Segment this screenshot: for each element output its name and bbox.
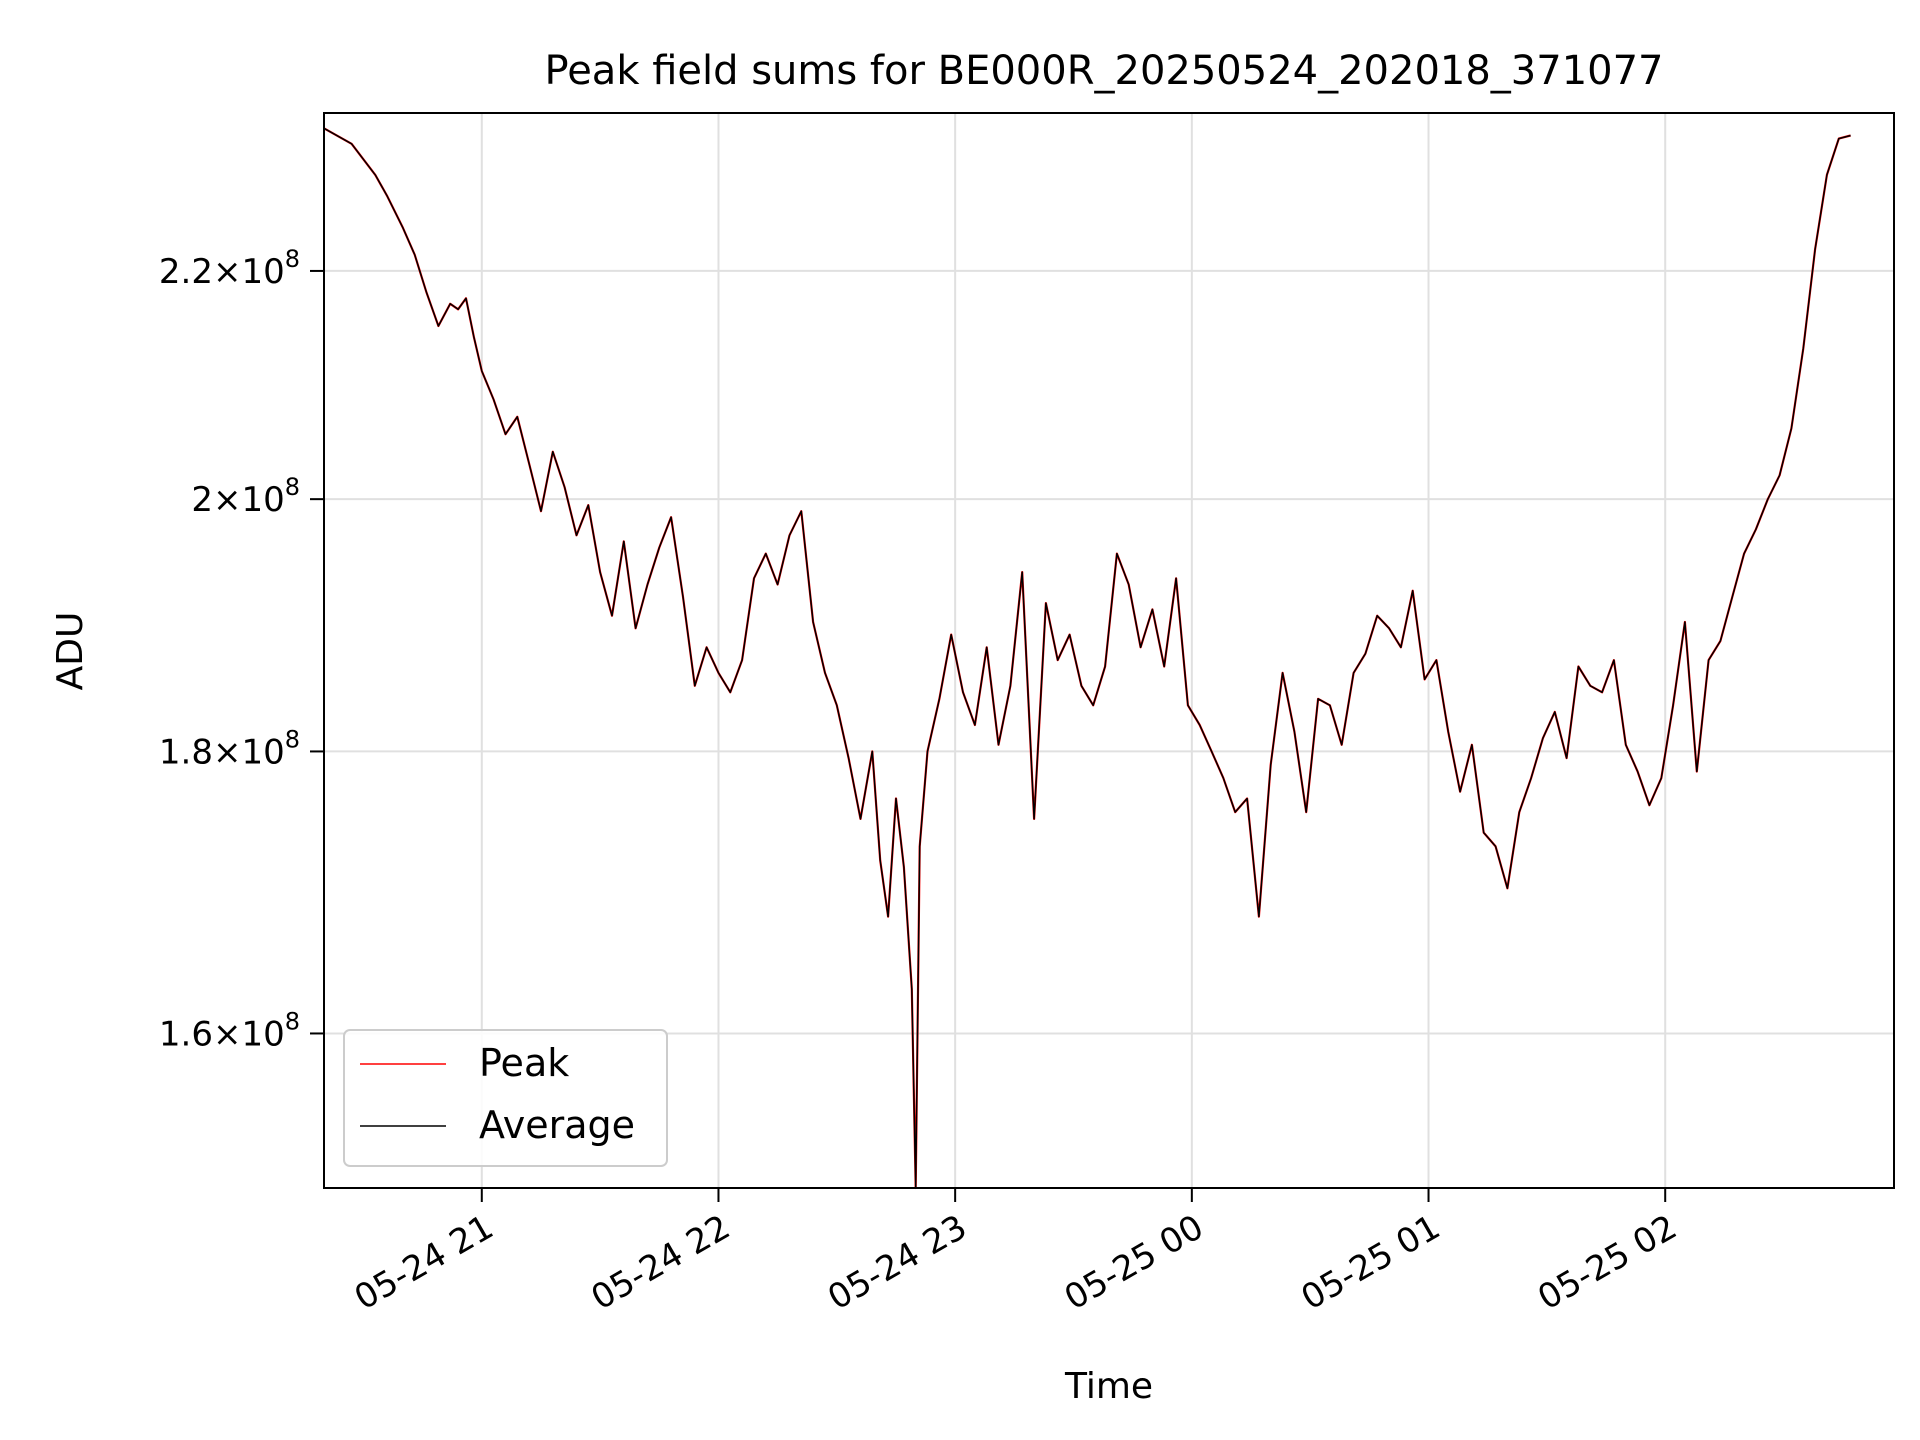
legend-label-average: Average <box>479 1103 635 1147</box>
chart-title: Peak field sums for BE000R_20250524_2020… <box>545 48 1664 94</box>
series-lines <box>323 127 1851 1190</box>
x-axis-label: Time <box>1064 1366 1153 1407</box>
x-tick-label-3: 05-25 00 <box>1058 1207 1210 1318</box>
x-axis-ticks: 05-24 21 05-24 22 05-24 23 05-25 00 05-25 01… <box>348 1188 1684 1318</box>
series-line-average <box>323 127 1851 1189</box>
plot-frame <box>323 112 1895 1189</box>
x-tick-label-4: 05-25 01 <box>1295 1207 1447 1318</box>
y-axis-label: ADU <box>50 612 91 691</box>
y-tick-label-2: 2×108 <box>191 473 300 520</box>
y-tick-label-3: 2.2×108 <box>159 245 300 292</box>
legend: Peak Average <box>343 1029 668 1167</box>
x-tick-label-0: 05-24 21 <box>348 1207 500 1318</box>
grid <box>324 113 1894 1188</box>
y-tick-label-1: 1.8×108 <box>159 725 300 772</box>
y-tick-label-0: 1.6×108 <box>159 1007 300 1054</box>
x-tick-label-1: 05-24 22 <box>585 1207 737 1318</box>
x-tick-label-2: 05-24 23 <box>821 1207 973 1318</box>
legend-label-peak: Peak <box>479 1041 569 1085</box>
x-tick-label-5: 05-25 02 <box>1531 1207 1683 1318</box>
y-axis-ticks: 1.6×108 1.8×108 2×108 2.2×108 <box>159 245 324 1054</box>
